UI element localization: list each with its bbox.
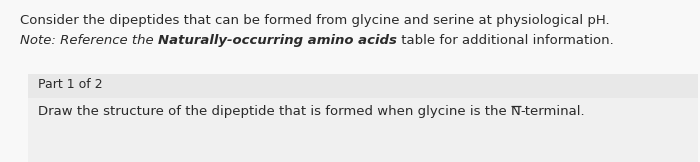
Text: -terminal.: -terminal. [521, 105, 585, 118]
Text: Naturally-occurring amino acids: Naturally-occurring amino acids [158, 34, 397, 47]
Text: N: N [511, 105, 521, 118]
Text: Draw the structure of the dipeptide that is formed when glycine is the: Draw the structure of the dipeptide that… [38, 105, 511, 118]
Text: Part 1 of 2: Part 1 of 2 [38, 78, 103, 91]
Bar [28, 74, 698, 162]
Text: Consider the dipeptides that can be formed from glycine and serine at physiologi: Consider the dipeptides that can be form… [20, 14, 610, 27]
Text: table for additional information.: table for additional information. [397, 34, 613, 47]
Text: Note: Reference the: Note: Reference the [20, 34, 158, 47]
Bar [28, 74, 698, 98]
